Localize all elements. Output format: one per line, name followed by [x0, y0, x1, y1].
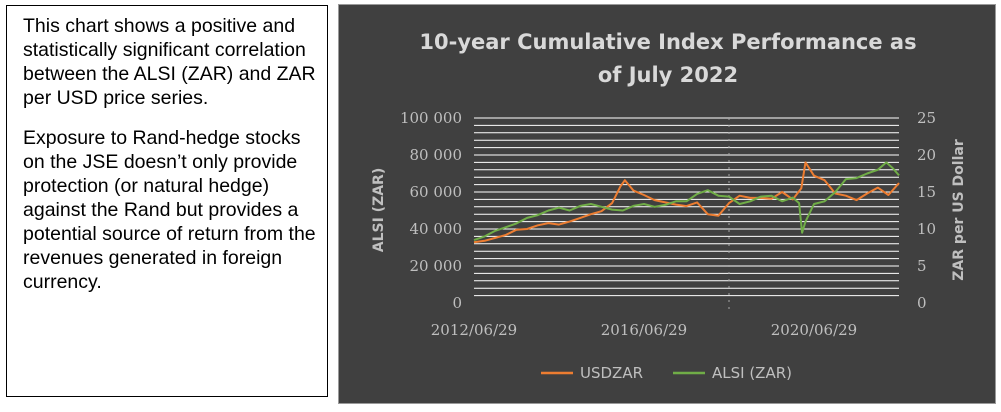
x-tick-label: 2012/06/29	[431, 321, 517, 339]
description-paragraph-1: This chart shows a positive and statisti…	[23, 15, 316, 109]
y2-tick-label: 10	[917, 220, 936, 238]
line-chart: 10-year Cumulative Index Performance as …	[371, 30, 967, 382]
legend-label-alsi: ALSI (ZAR)	[712, 364, 792, 382]
y-tick-label: 60 000	[410, 183, 463, 201]
description-box: This chart shows a positive and statisti…	[6, 5, 328, 397]
series-line-alsi	[473, 161, 900, 242]
y2-tick-label: 0	[917, 294, 927, 312]
y-tick-label: 40 000	[410, 220, 463, 238]
chart-title-line-2: of July 2022	[598, 63, 738, 87]
series-lines	[473, 161, 900, 244]
legend: USDZAR ALSI (ZAR)	[541, 364, 792, 382]
x-tick-label: 2020/06/29	[771, 321, 857, 339]
x-axis-ticks: 2012/06/29 2016/06/29 2020/06/29	[431, 321, 857, 339]
y2-tick-label: 25	[917, 109, 936, 127]
x-tick-label: 2016/06/29	[601, 321, 687, 339]
y2-tick-label: 5	[917, 257, 927, 275]
y-axis-title: ALSI (ZAR)	[371, 168, 387, 253]
y2-axis-ticks: 0 5 10 15 20 25	[917, 109, 936, 312]
y-tick-label: 100 000	[400, 109, 462, 127]
y-axis-ticks: 0 20 000 40 000 60 000 80 000 100 000	[400, 109, 462, 312]
y2-axis-title: ZAR per US Dollar	[951, 139, 967, 281]
legend-label-usdzar: USDZAR	[580, 364, 643, 382]
y2-tick-label: 15	[917, 183, 936, 201]
chart-panel: 10-year Cumulative Index Performance as …	[338, 4, 996, 404]
y-tick-label: 20 000	[410, 257, 463, 275]
description-paragraph-2: Exposure to Rand-hedge stocks on the JSE…	[23, 127, 316, 293]
y-tick-label: 0	[452, 294, 462, 312]
series-line-usdzar	[473, 161, 900, 244]
chart-title-line-1: 10-year Cumulative Index Performance as	[419, 30, 916, 54]
y2-tick-label: 20	[917, 146, 936, 164]
y-tick-label: 80 000	[410, 146, 463, 164]
